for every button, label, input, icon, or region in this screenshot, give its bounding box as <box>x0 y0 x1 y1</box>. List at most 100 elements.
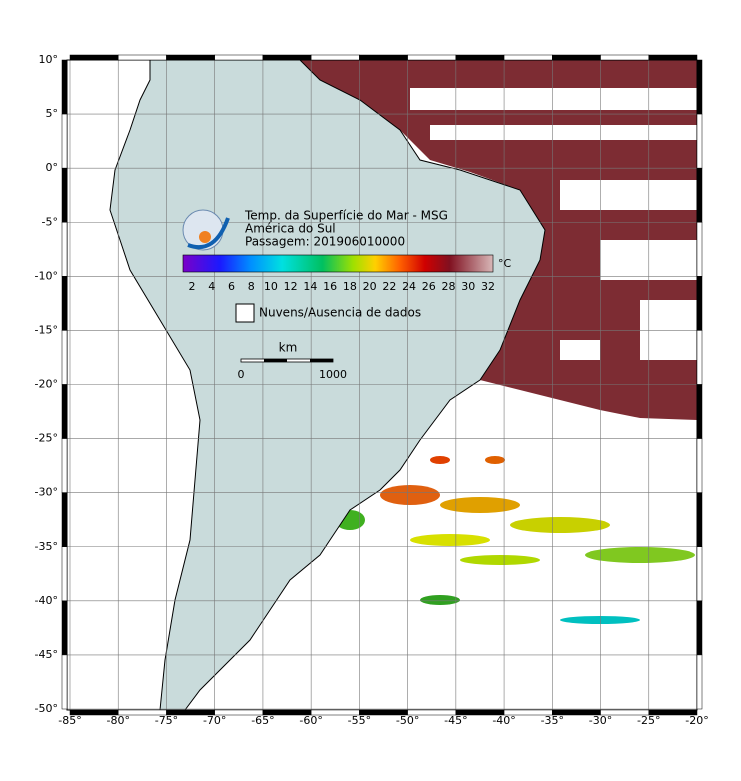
border-segment <box>61 438 68 493</box>
border-segment <box>262 54 312 61</box>
border-segment <box>696 330 703 385</box>
border-segment <box>61 492 68 547</box>
lon-label: -20° <box>685 714 708 727</box>
lon-label: -70° <box>203 714 226 727</box>
border-segment <box>61 222 68 277</box>
lon-label: -85° <box>58 714 81 727</box>
lat-label: -30° <box>35 486 58 499</box>
colorbar-tick-label: 22 <box>382 280 396 293</box>
lon-label: -40° <box>492 714 515 727</box>
border-segment <box>696 492 703 547</box>
lat-label: -50° <box>35 702 58 715</box>
border-segment <box>61 59 68 115</box>
lat-label: 0° <box>46 161 59 174</box>
border-segment <box>696 546 703 602</box>
lon-label: -80° <box>106 714 129 727</box>
lon-label: -65° <box>251 714 274 727</box>
border-segment <box>359 54 408 61</box>
colorbar-tick-label: 24 <box>402 280 416 293</box>
border-segment <box>552 54 601 61</box>
border-segment <box>696 167 703 223</box>
colorbar-unit: °C <box>498 257 512 270</box>
colorbar-tick-label: 8 <box>248 280 255 293</box>
colorbar-tick-label: 32 <box>481 280 495 293</box>
frame-border <box>61 54 703 716</box>
colorbar-tick-label: 14 <box>303 280 317 293</box>
border-segment <box>61 546 68 602</box>
border-segment <box>61 330 68 385</box>
axis-labels: -85° -80° -75° -70° -65° -60° -55° -50° -45° -40°… <box>35 53 709 727</box>
border-segment <box>696 384 703 439</box>
scale-bar <box>240 358 334 363</box>
colorbar-tick-label: 10 <box>264 280 278 293</box>
border-segment <box>696 222 703 277</box>
border-segment <box>69 54 119 61</box>
border-segment <box>166 54 215 61</box>
border-segment <box>61 384 68 439</box>
colorbar-tick-label: 18 <box>343 280 357 293</box>
lat-label: -5° <box>42 215 58 228</box>
border-segment <box>455 54 505 61</box>
colorbar-tick-label: 20 <box>363 280 377 293</box>
colorbar-tick-label: 16 <box>323 280 337 293</box>
colorbar-tick-label: 2 <box>189 280 196 293</box>
legend-swatch <box>235 303 255 323</box>
lat-label: -15° <box>35 323 58 336</box>
border-segment <box>696 276 703 331</box>
lat-label: -35° <box>35 540 58 553</box>
border-segment <box>696 600 703 656</box>
border-segment <box>407 54 457 61</box>
map-body <box>67 60 697 710</box>
lat-label: -45° <box>35 648 58 661</box>
border-segment <box>696 59 703 115</box>
lat-label: -25° <box>35 432 58 445</box>
lat-label: 5° <box>46 107 59 120</box>
cloud-gaps <box>410 88 697 360</box>
lat-label: -20° <box>35 378 58 391</box>
lon-label: -60° <box>299 714 322 727</box>
border-segment <box>696 113 703 169</box>
colorbar-tick-label: 6 <box>228 280 235 293</box>
lon-label: -45° <box>444 714 467 727</box>
border-segment <box>696 438 703 493</box>
border-segment <box>61 167 68 223</box>
lon-label: -50° <box>396 714 419 727</box>
border-segment <box>503 54 553 61</box>
lon-label: -25° <box>637 714 660 727</box>
colorbar-tick-label: 30 <box>461 280 475 293</box>
border-segment <box>61 600 68 656</box>
scale-unit: km <box>279 341 298 355</box>
colorbar-tick-label: 12 <box>284 280 298 293</box>
colorbar <box>182 254 494 273</box>
colorbar-tick-label: 28 <box>442 280 456 293</box>
sst-warm-region <box>300 60 697 420</box>
title: Temp. da Superfície do Mar - MSG <box>244 209 448 223</box>
legend-label: Nuvens/Ausencia de dados <box>259 306 421 320</box>
border-segment <box>648 54 698 61</box>
border-segment <box>648 709 698 716</box>
graticule <box>67 60 697 710</box>
border-segment <box>600 54 650 61</box>
logo <box>182 209 230 251</box>
region: América do Sul <box>245 222 336 236</box>
border-segment <box>117 54 167 61</box>
colorbar-tick-label: 4 <box>208 280 215 293</box>
border-segment <box>61 276 68 331</box>
colorbar-tick-label: 26 <box>422 280 436 293</box>
pass-time: Passagem: 201906010000 <box>245 235 405 249</box>
border-segment <box>61 654 68 710</box>
border-segment <box>310 54 360 61</box>
lon-label: -30° <box>589 714 612 727</box>
colorbar-ticks: 2 4 6 8 10 12 14 16 18 20 22 24 26 28 30 32 <box>189 280 496 293</box>
scale-end: 1000 <box>319 368 347 381</box>
lat-label: -40° <box>35 594 58 607</box>
border-segment <box>214 54 264 61</box>
lon-label: -35° <box>541 714 564 727</box>
border-segment <box>696 654 703 710</box>
scale-start: 0 <box>238 368 245 381</box>
lon-label: -55° <box>348 714 371 727</box>
border-segment <box>61 113 68 169</box>
lon-label: -75° <box>155 714 178 727</box>
lat-label: -10° <box>35 269 58 282</box>
